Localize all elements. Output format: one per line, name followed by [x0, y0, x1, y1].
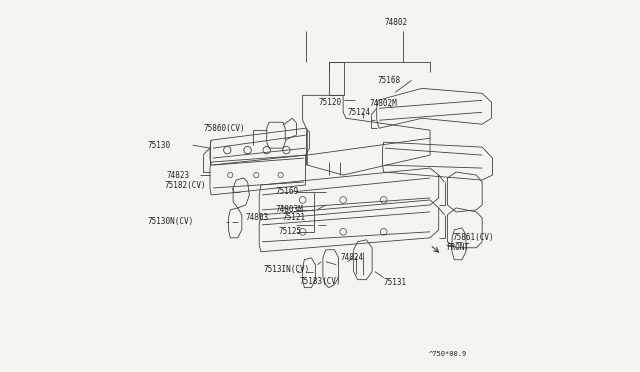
Text: 75860(CV): 75860(CV) — [203, 124, 244, 133]
Text: 7513IN(CV): 7513IN(CV) — [263, 265, 310, 274]
Text: 75168: 75168 — [378, 76, 401, 85]
Text: 74802: 74802 — [385, 18, 408, 27]
Text: 75124: 75124 — [348, 108, 371, 117]
Text: ^750*00.9: ^750*00.9 — [428, 352, 467, 357]
Text: 74802M: 74802M — [369, 99, 397, 108]
Text: 74824: 74824 — [340, 253, 364, 262]
Text: 75130: 75130 — [147, 141, 170, 150]
Text: 75183(CV): 75183(CV) — [300, 277, 341, 286]
Text: 74803M: 74803M — [276, 205, 304, 214]
Text: FRONT: FRONT — [446, 243, 469, 252]
Text: 75125: 75125 — [278, 227, 301, 236]
Text: 75130N(CV): 75130N(CV) — [147, 217, 194, 227]
Text: 75120: 75120 — [319, 98, 342, 107]
Text: 75169: 75169 — [276, 187, 299, 196]
Text: 74803: 74803 — [246, 214, 269, 222]
Text: 75121: 75121 — [282, 214, 305, 222]
Text: 75182(CV): 75182(CV) — [165, 180, 207, 189]
Text: 74823: 74823 — [166, 170, 189, 180]
Text: 75131: 75131 — [384, 278, 407, 287]
Text: 75861(CV): 75861(CV) — [452, 233, 493, 242]
